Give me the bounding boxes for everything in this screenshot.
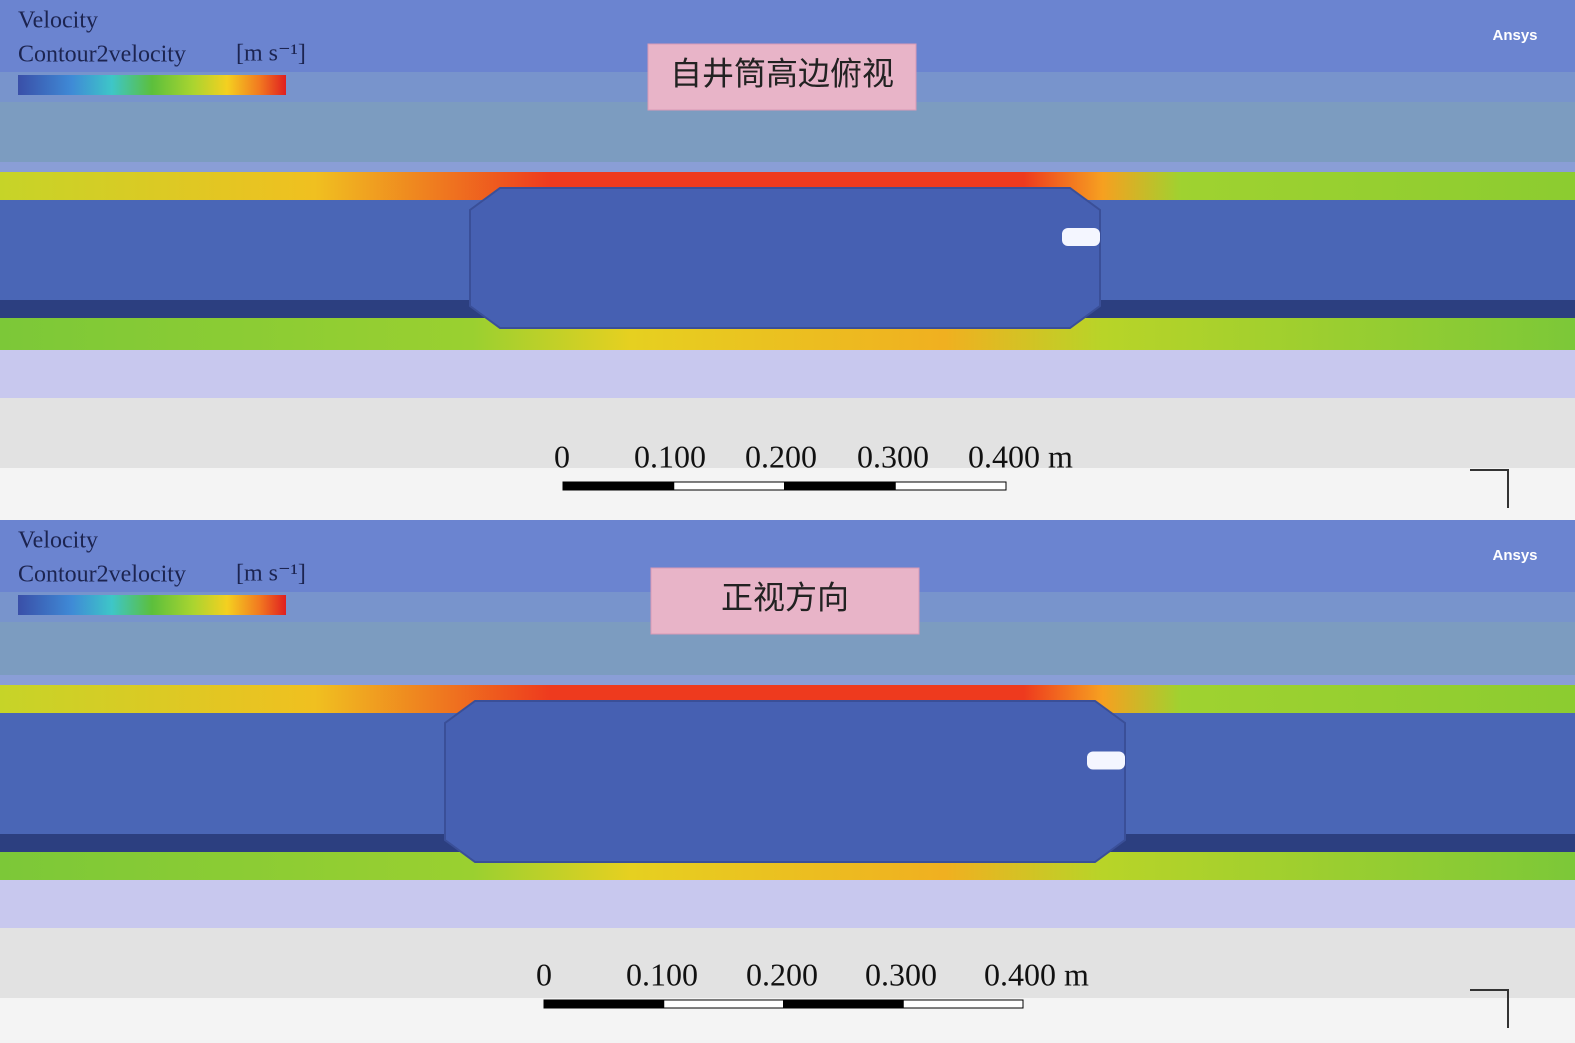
scale-segment xyxy=(894,481,1007,491)
background-band xyxy=(0,162,1575,172)
scale-label: 0.300 xyxy=(857,438,929,474)
background-band xyxy=(0,468,1575,520)
view-label: 自井筒高边俯视 xyxy=(670,55,894,91)
brand: Ansys xyxy=(1492,547,1537,564)
scale-segment xyxy=(783,999,904,1009)
scale-segment xyxy=(673,481,785,491)
scale-label: 0 xyxy=(536,956,552,992)
scale-label: 0.100 xyxy=(626,956,698,992)
scale-segment xyxy=(663,999,784,1009)
background-band xyxy=(0,928,1575,998)
brand: Ansys xyxy=(1492,27,1537,44)
view-label-box xyxy=(650,567,920,635)
axis-triad xyxy=(1470,469,1509,508)
color-bar xyxy=(18,595,286,615)
scale-label: 0.200 xyxy=(745,438,817,474)
highlight xyxy=(1062,228,1100,246)
scale-segment xyxy=(902,999,1024,1009)
legend-variable: Contour2velocity xyxy=(18,562,186,588)
background-band xyxy=(0,880,1575,928)
legend-title: Velocity xyxy=(18,528,98,554)
scale-label: 0.400 m xyxy=(984,956,1089,992)
legend-unit: [m s⁻¹] xyxy=(236,41,306,67)
scale-label: 0.400 m xyxy=(968,438,1073,474)
scale-label: 0.300 xyxy=(865,956,937,992)
view-label-box xyxy=(647,43,917,111)
capsule xyxy=(444,700,1126,863)
legend-variable: Contour2velocity xyxy=(18,42,186,68)
capsule xyxy=(469,187,1101,329)
scale-label: 0 xyxy=(554,438,570,474)
axis-triad xyxy=(1470,989,1509,1028)
legend-unit: [m s⁻¹] xyxy=(236,561,306,587)
legend-title: Velocity xyxy=(18,8,98,34)
scale-segment xyxy=(562,481,675,491)
scale-label: 0.200 xyxy=(746,956,818,992)
color-bar xyxy=(18,75,286,95)
highlight xyxy=(1087,751,1125,770)
view-label: 正视方向 xyxy=(721,579,849,615)
scale-segment xyxy=(784,481,896,491)
background-band xyxy=(0,675,1575,685)
panel: Velocity Contour2velocity [m s⁻¹] 自井筒高边俯视 An… xyxy=(0,0,1575,520)
background-band xyxy=(0,102,1575,162)
background-band xyxy=(0,350,1575,398)
panel: Velocity Contour2velocity [m s⁻¹] 正视方向 Ansys… xyxy=(0,520,1575,1040)
background-band xyxy=(0,398,1575,468)
scale-label: 0.100 xyxy=(634,438,706,474)
scale-segment xyxy=(543,999,665,1009)
